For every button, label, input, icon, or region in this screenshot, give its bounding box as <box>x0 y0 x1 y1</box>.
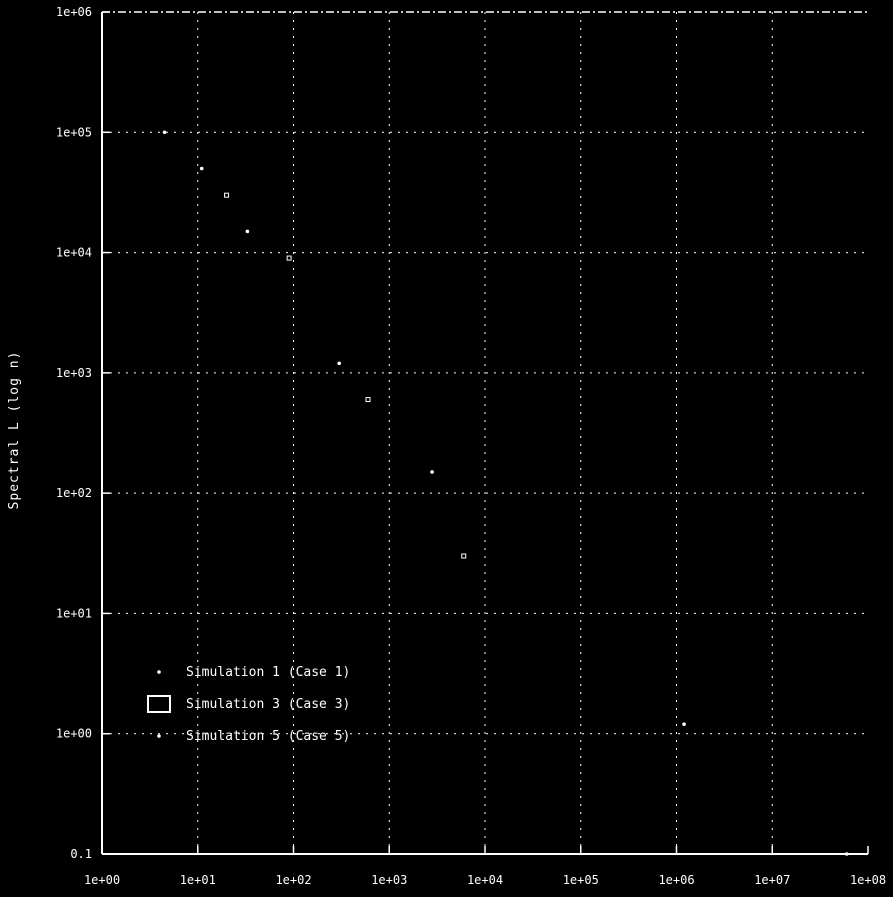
legend-label: Simulation 3 (Case 3) <box>186 697 350 712</box>
x-tick-label: 1e+00 <box>84 873 120 887</box>
data-point <box>286 255 292 261</box>
legend-marker <box>157 734 161 738</box>
x-tick-label: 1e+07 <box>754 873 790 887</box>
y-tick-label: 1e+06 <box>56 5 92 19</box>
data-point <box>844 852 849 856</box>
y-tick-label: 1e+04 <box>56 246 92 260</box>
x-tick-label: 1e+08 <box>850 873 886 887</box>
x-axis-ticks: 1e+00 1e+01 1e+02 1e+03 1e+04 1e+05 1e+06 1e+07… <box>84 846 886 887</box>
data-point <box>365 397 371 403</box>
grid <box>102 12 868 854</box>
y-axis-ticks: 0.1 1e+00 1e+01 1e+02 1e+03 1e+04 1e+05 1e+06 <box>56 5 110 861</box>
data-point <box>682 722 686 726</box>
data-point <box>162 130 167 135</box>
x-tick-label: 1e+05 <box>563 873 599 887</box>
data-points <box>162 130 849 856</box>
y-tick-label: 1e+00 <box>56 727 92 741</box>
data-point <box>245 229 250 234</box>
legend-marker <box>157 670 161 674</box>
legend-label: Simulation 1 (Case 1) <box>186 665 350 680</box>
legend-marker <box>147 695 171 713</box>
data-point <box>337 361 341 366</box>
x-tick-label: 1e+03 <box>371 873 407 887</box>
legend-label: Simulation 5 (Case 5) <box>186 729 350 744</box>
data-point <box>199 166 204 171</box>
data-point <box>461 553 467 559</box>
x-tick-label: 1e+06 <box>658 873 694 887</box>
x-tick-label: 1e+01 <box>180 873 216 887</box>
y-tick-label: 1e+02 <box>56 486 92 500</box>
legend: Simulation 1 (Case 1) Simulation 3 (Case … <box>147 665 350 744</box>
axes <box>101 11 868 855</box>
y-tick-label: 0.1 <box>70 847 92 861</box>
y-axis-title: Spectral L (log n) <box>7 351 22 510</box>
data-point <box>430 470 434 474</box>
y-tick-label: 1e+05 <box>56 125 92 139</box>
x-tick-label: 1e+02 <box>275 873 311 887</box>
y-tick-label: 1e+03 <box>56 366 92 380</box>
x-tick-label: 1e+04 <box>467 873 503 887</box>
y-tick-label: 1e+01 <box>56 606 92 620</box>
data-point <box>224 192 230 198</box>
